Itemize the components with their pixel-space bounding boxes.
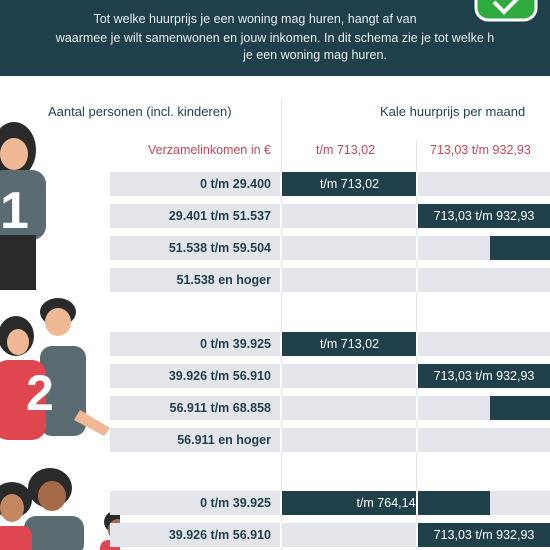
income: 51.538 en hoger	[176, 273, 272, 287]
intro-line: Tot welke huurprijs je een woning mag hu…	[93, 12, 417, 26]
rent-bar	[490, 236, 550, 260]
rent-bar: t/m 713,02	[282, 332, 417, 356]
separator	[416, 523, 418, 547]
separator	[280, 268, 282, 292]
rent-bar: 713,03 t/m 932,93	[418, 204, 550, 228]
rent-bar	[490, 396, 550, 420]
income: 56.911 t/m 68.858	[169, 401, 271, 415]
separator	[280, 236, 282, 260]
header	[0, 0, 550, 76]
separator	[281, 100, 282, 550]
rent-bar: t/m 764,14	[282, 491, 490, 515]
income: 0 t/m 39.925	[200, 496, 271, 510]
separator	[416, 491, 418, 515]
rent-bar: t/m 713,02	[282, 172, 417, 196]
separator	[416, 396, 418, 420]
separator	[416, 364, 418, 388]
separator	[280, 523, 282, 547]
income: 56.911 en hoger	[177, 433, 271, 447]
column-header: Kale huurprijs per maand	[380, 104, 526, 119]
intro-line: waarmee je wilt samenwonen en jouw inkom…	[55, 31, 495, 45]
separator	[416, 428, 418, 452]
separator	[416, 236, 418, 260]
separator	[416, 172, 418, 196]
income: 29.401 t/m 51.537	[168, 209, 271, 223]
rent-bar: 713,03 t/m 932,93	[418, 364, 550, 388]
separator	[416, 204, 418, 228]
row-band	[110, 236, 550, 260]
check-badge	[474, 0, 538, 22]
income: 39.926 t/m 56.910	[168, 369, 271, 383]
subheader: 713,03 t/m 932,93	[430, 143, 531, 157]
separator	[416, 332, 418, 356]
separator	[280, 491, 282, 515]
income: 0 t/m 29.400	[200, 177, 271, 191]
separator	[280, 204, 282, 228]
subheader: Verzamelinkomen in €	[148, 143, 271, 157]
column-header: Aantal personen (incl. kinderen)	[48, 104, 232, 119]
separator	[280, 364, 282, 388]
separator	[280, 332, 282, 356]
separator	[280, 172, 282, 196]
separator	[280, 428, 282, 452]
income: 39.926 t/m 56.910	[168, 528, 271, 542]
persons-number: 1	[0, 182, 29, 240]
illustration: 1 2	[0, 122, 120, 550]
row-band	[110, 268, 550, 292]
separator	[416, 268, 418, 292]
subheader: t/m 713,02	[316, 143, 376, 157]
income: 0 t/m 39.925	[200, 337, 271, 351]
intro-line: je een woning mag huren.	[243, 48, 387, 62]
persons-number: 2	[26, 365, 54, 421]
row-band	[110, 396, 550, 420]
income: 51.538 t/m 59.504	[168, 241, 271, 255]
separator	[280, 396, 282, 420]
row-band	[110, 428, 550, 452]
rent-bar: 713,03 t/m 932,93	[418, 523, 550, 547]
